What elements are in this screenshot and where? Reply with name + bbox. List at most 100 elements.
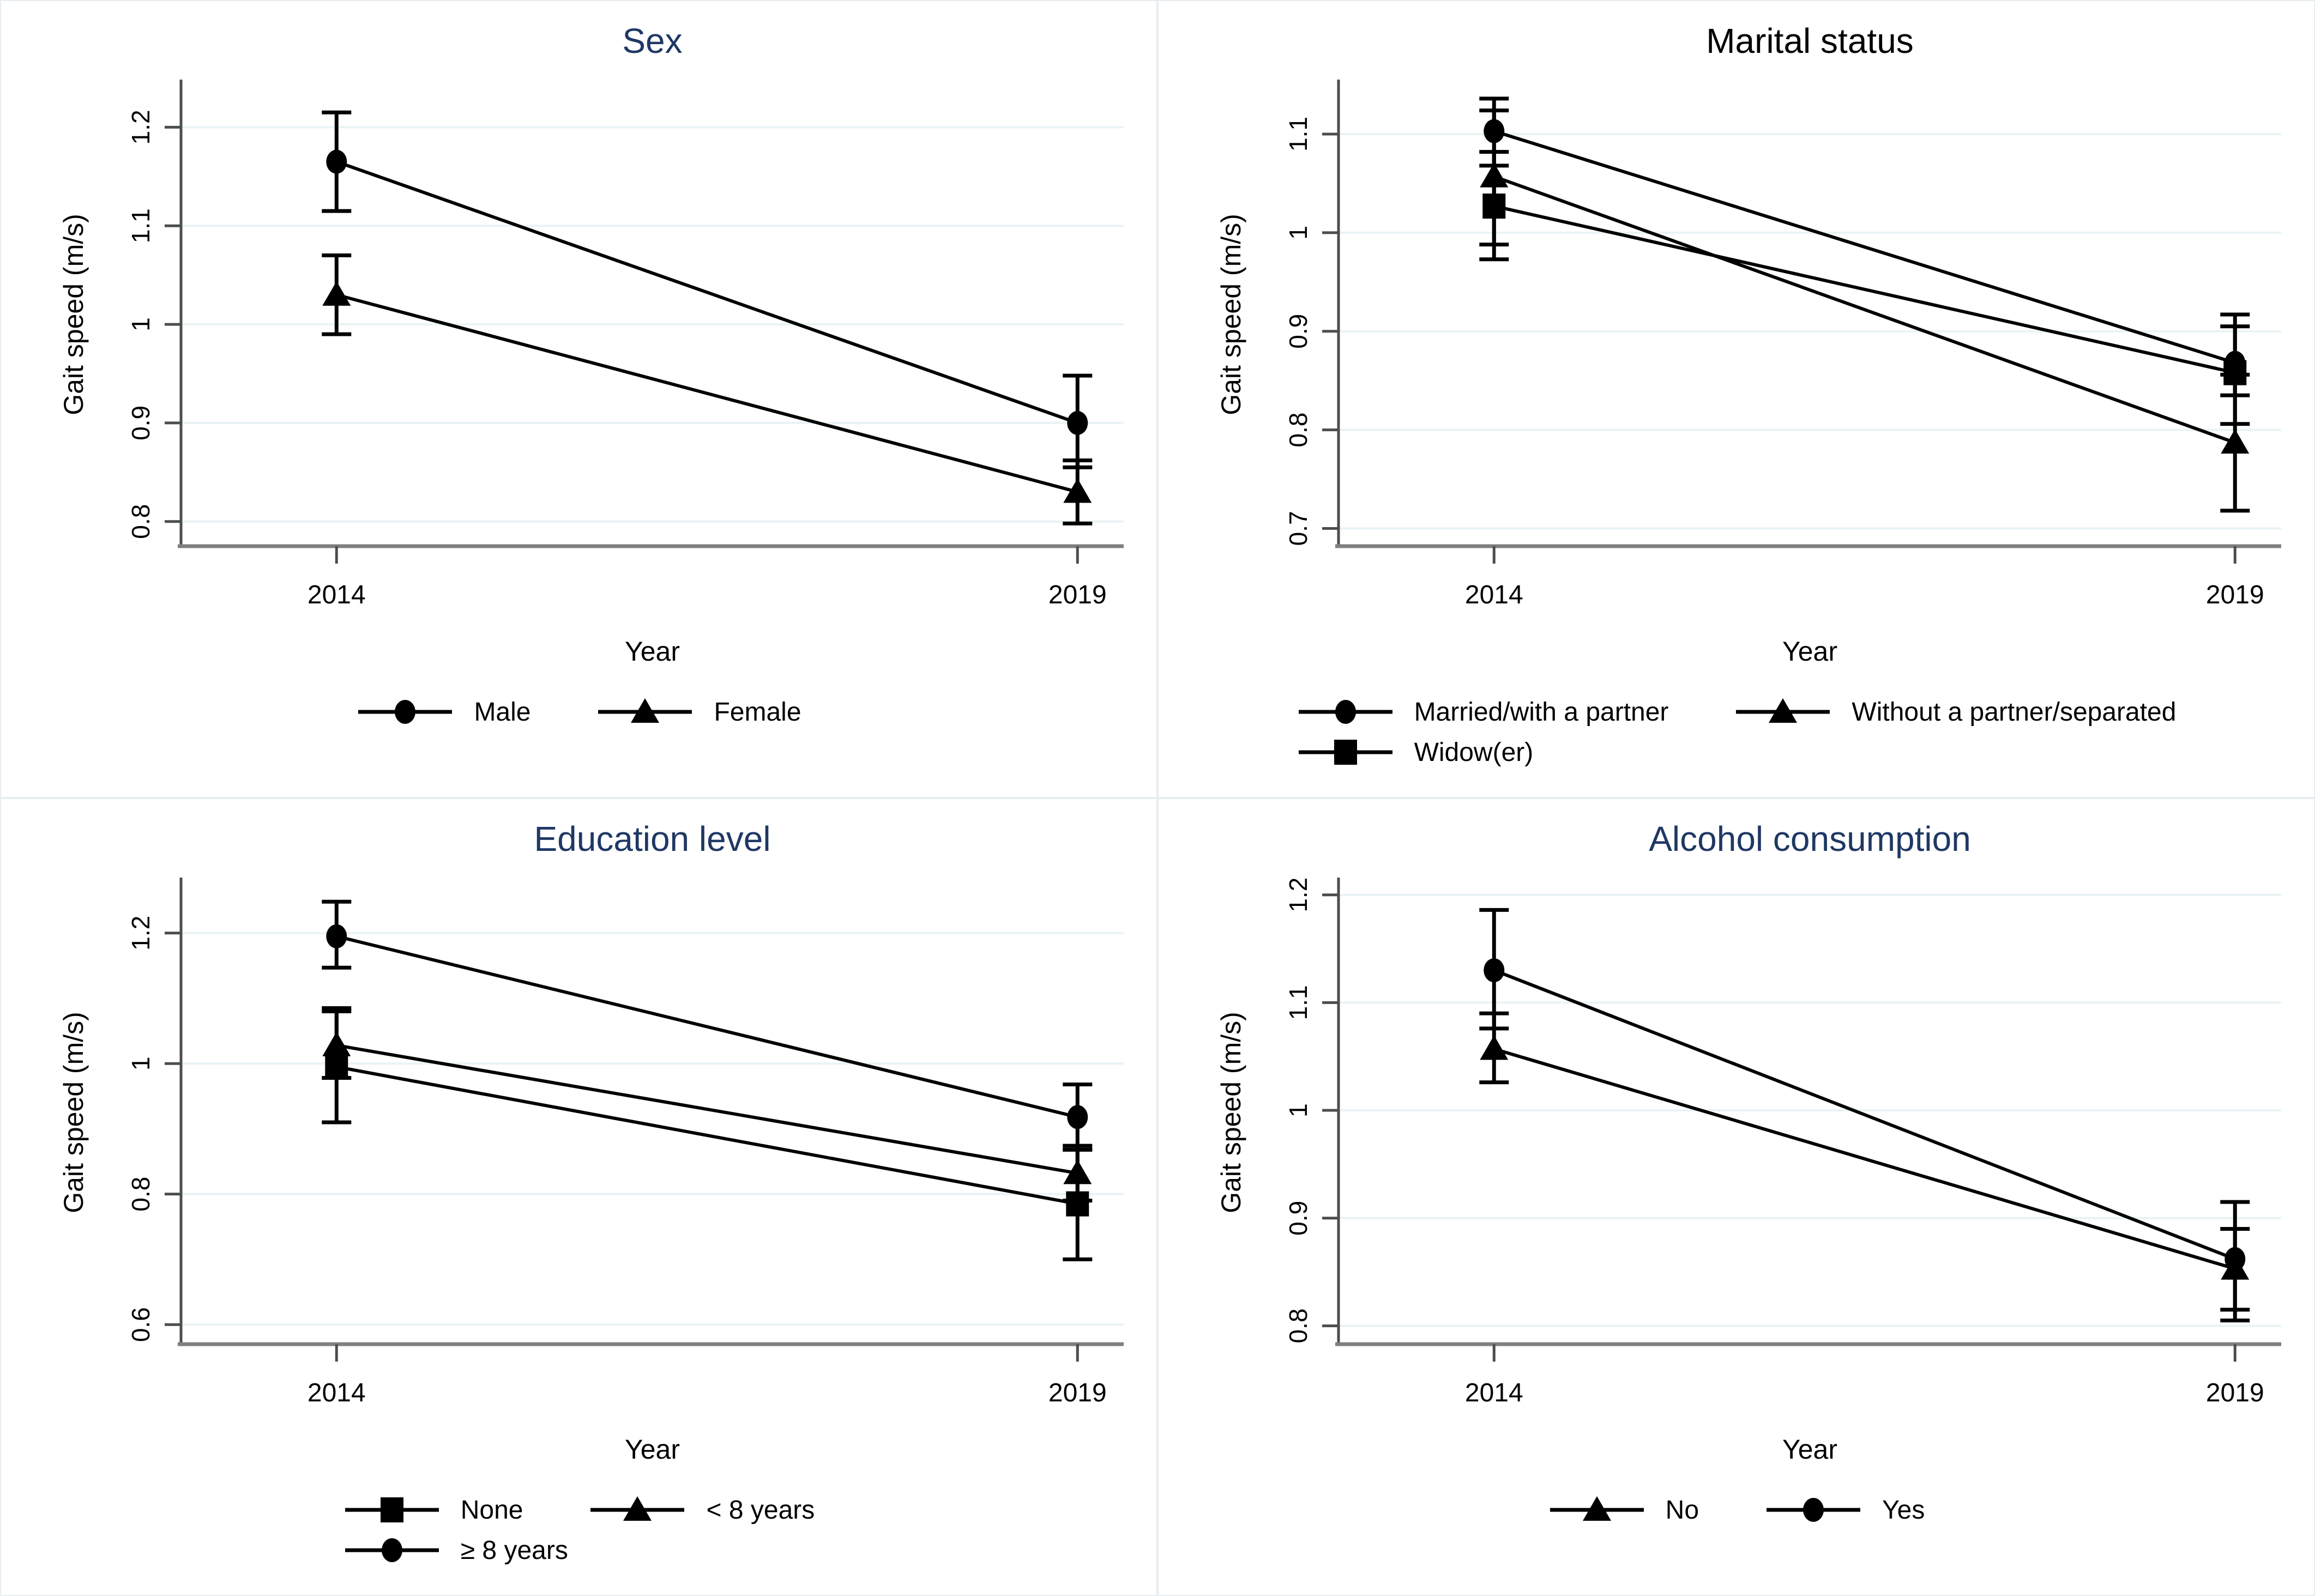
- error-bars-Male: [322, 110, 1093, 469]
- legend-marker-circle: [1335, 700, 1356, 724]
- marker-triangle-< 8 years: [322, 1031, 351, 1056]
- y-tick-label: 1.1: [1284, 985, 1312, 1020]
- series-line-Married/with a partner: [1493, 129, 2236, 365]
- legend-label: Without a partner/separated: [1852, 697, 2177, 727]
- series-line-Male: [336, 160, 1078, 425]
- y-tick-label: 1.2: [126, 110, 155, 144]
- legend-triangle-icon: [590, 1496, 685, 1521]
- series-line-Widow(er): [1493, 204, 2235, 374]
- y-tick-label: 0.9: [1284, 314, 1312, 349]
- error-bars-≥ 8 years: [322, 899, 1093, 1152]
- y-tick-label: 1: [1284, 1103, 1312, 1117]
- legend-label: Male: [474, 697, 531, 727]
- y-tick-label: 0.7: [1284, 511, 1312, 546]
- legend-item-Male: Male: [356, 694, 530, 729]
- legend-marker-circle: [381, 1538, 402, 1562]
- panel-sex: Sex 0.8 0.9 1 1.1 1.2 Gait speed (m/s) 2014 2019…: [0, 0, 1158, 798]
- legend-label: No: [1665, 1495, 1699, 1525]
- legend-alcohol-consumption: No Yes: [1548, 1492, 1925, 1533]
- marker-circle-Married/with a partner: [1484, 119, 1505, 143]
- legend-marker-circle: [395, 700, 416, 724]
- chart-sex: Sex 0.8 0.9 1 1.1 1.2 Gait speed (m/s) 2014 2019…: [58, 21, 1124, 667]
- series-line-< 8 years: [336, 1043, 1078, 1175]
- error-bars-< 8 years: [322, 1006, 1093, 1203]
- legend-label: None: [460, 1495, 523, 1525]
- x-axis-label: Year: [1782, 636, 1837, 667]
- legend-row: None < 8 years: [343, 1492, 815, 1527]
- legend-label: ≥ 8 years: [460, 1535, 568, 1565]
- legend-row: ≥ 8 years: [343, 1533, 568, 1568]
- chart-title-education-level: Education level: [534, 819, 770, 859]
- legend-row: No Yes: [1548, 1492, 1925, 1527]
- chart-title-alcohol-consumption: Alcohol consumption: [1649, 819, 1971, 859]
- series-line-Female: [336, 293, 1078, 494]
- series-line-No: [1493, 1047, 2236, 1271]
- x-tick-label: 2014: [1465, 1379, 1523, 1407]
- legend-marker-square: [1334, 740, 1357, 765]
- marker-triangle-Without a partner/separated: [1480, 162, 1509, 188]
- legend-triangle-icon: [598, 698, 692, 723]
- y-axis-label: Gait speed (m/s): [58, 214, 89, 415]
- y-tick-label: 1.1: [1284, 117, 1312, 152]
- axes: [1322, 878, 2281, 1362]
- marker-circle-Male: [326, 149, 347, 174]
- legend-marker-square: [380, 1497, 403, 1522]
- y-tick-label: 0.6: [126, 1307, 155, 1342]
- x-axis-label: Year: [1782, 1434, 1837, 1465]
- x-tick-label: 2019: [2206, 581, 2264, 609]
- x-tick-label: 2014: [308, 1379, 366, 1407]
- legend-square-icon: [1298, 740, 1392, 765]
- series-line-≥ 8 years: [336, 934, 1078, 1119]
- legend-label: Female: [714, 697, 801, 727]
- chart-title-marital-status: Marital status: [1706, 21, 1914, 61]
- legend-item-Married/with a partner: Married/with a partner: [1297, 694, 1668, 729]
- y-tick-label: 1.1: [126, 208, 155, 243]
- legend-item-None: None: [343, 1492, 523, 1527]
- marker-circle-≥ 8 years: [1067, 1105, 1088, 1129]
- y-axis-label: Gait speed (m/s): [1216, 214, 1246, 415]
- legend-square-icon: [345, 1497, 439, 1522]
- legend-row: Male Female: [356, 694, 801, 729]
- gridlines: [181, 126, 1124, 523]
- legend-marker-triangle: [1582, 1496, 1611, 1521]
- y-axis-label: Gait speed (m/s): [58, 1012, 89, 1213]
- y-tick-label: 0.9: [1284, 1201, 1312, 1236]
- axes: [1322, 80, 2281, 564]
- legend-item-< 8 years: < 8 years: [588, 1492, 815, 1527]
- legend-marker-circle: [1803, 1498, 1824, 1522]
- x-tick-label: 2019: [2206, 1379, 2264, 1407]
- marker-triangle-Without a partner/separated: [2221, 429, 2250, 454]
- x-tick-label: 2019: [1048, 1379, 1107, 1407]
- chart-marital-status: Marital status 0.7 0.8 0.9 1 1.1 Gait speed (m…: [1216, 21, 2281, 667]
- marker-square-Widow(er): [1482, 194, 1506, 219]
- legend-triangle-icon: [1736, 698, 1830, 723]
- series-line-Without a partner/separated: [1493, 174, 2236, 444]
- legend-circle-icon: [1767, 1498, 1861, 1522]
- legend-item-Yes: Yes: [1764, 1492, 1925, 1527]
- legend-marital-status: Married/with a partner Without a partner/…: [1297, 694, 2177, 775]
- legend-marker-triangle: [631, 698, 660, 723]
- legend-item-Widow(er): Widow(er): [1297, 735, 1534, 770]
- y-tick-label: 0.8: [126, 504, 155, 539]
- legend-circle-icon: [1298, 700, 1392, 724]
- y-tick-label: 0.9: [126, 406, 155, 440]
- legend-marker-triangle: [623, 1496, 652, 1521]
- marker-square-Widow(er): [2223, 360, 2247, 385]
- error-bars-Female: [322, 253, 1093, 525]
- series-line-Yes: [1493, 969, 2236, 1261]
- legend-sex: Male Female: [356, 694, 801, 735]
- x-axis-label: Year: [625, 1434, 680, 1465]
- legend-label: Widow(er): [1414, 737, 1534, 767]
- panel-education-level: Education level 0.6 0.8 1 1.2 Gait speed (m/s…: [0, 798, 1158, 1596]
- error-bars-No: [1479, 1011, 2250, 1312]
- axes: [165, 878, 1124, 1362]
- marker-circle-≥ 8 years: [326, 924, 347, 948]
- legend-marker-triangle: [1769, 698, 1798, 723]
- legend-row: Married/with a partner Without a partner/…: [1297, 694, 2177, 729]
- y-tick-label: 0.8: [1284, 1308, 1312, 1343]
- series-line-None: [336, 1065, 1078, 1206]
- y-tick-label: 0.8: [1284, 413, 1312, 448]
- y-tick-label: 0.8: [126, 1177, 155, 1212]
- marker-square-None: [1066, 1191, 1089, 1217]
- panel-alcohol-consumption: Alcohol consumption 0.8 0.9 1 1.1 1.2 Gait spe…: [1158, 798, 2315, 1596]
